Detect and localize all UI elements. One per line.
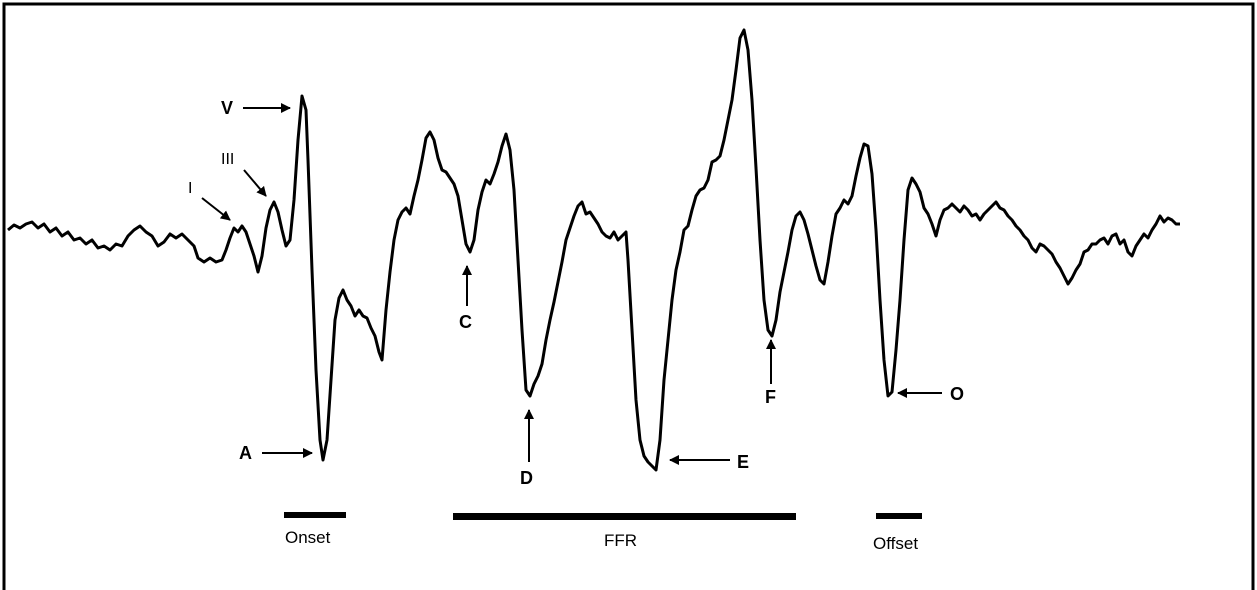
peak-label-d: D — [520, 468, 533, 488]
peak-label-v: V — [221, 98, 233, 118]
peak-label-i: I — [188, 180, 192, 197]
peak-arrow-i — [201, 197, 231, 221]
peak-label-e: E — [737, 452, 749, 472]
peak-label-o: O — [950, 384, 964, 404]
peak-label-c: C — [459, 312, 472, 332]
peak-arrow-iii — [243, 169, 267, 197]
onset-bar — [284, 512, 346, 518]
peak-label-a: A — [239, 443, 252, 463]
waveform-trace — [7, 28, 1180, 472]
peak-label-iii: III — [221, 151, 234, 168]
ffr-bar — [453, 513, 796, 520]
peak-label-f: F — [765, 387, 776, 407]
offset-label: Offset — [873, 534, 918, 553]
ffr-label: FFR — [604, 531, 637, 550]
onset-label: Onset — [285, 528, 331, 547]
offset-bar — [876, 513, 922, 519]
